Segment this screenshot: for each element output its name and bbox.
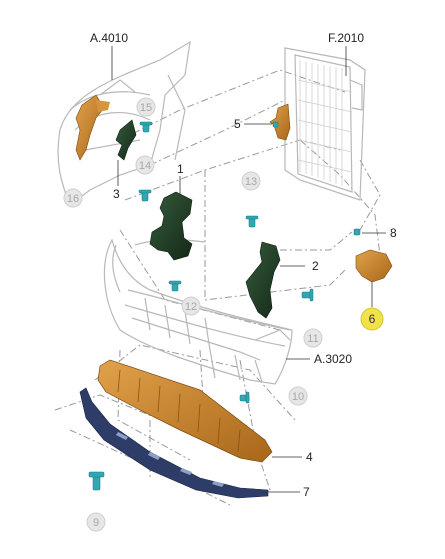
callout-4-label[interactable]: 4 xyxy=(306,450,313,464)
ref-radiator-label[interactable]: F.2010 xyxy=(328,31,364,45)
fastener-8-icon[interactable] xyxy=(353,228,361,236)
fastener-11-icon[interactable] xyxy=(301,288,314,302)
radiator-outline xyxy=(284,47,366,201)
callout-13[interactable]: 13 xyxy=(241,171,261,191)
callout-15-label: 15 xyxy=(140,102,152,114)
callout-11[interactable]: 11 xyxy=(303,328,323,348)
part-3-arch-liner[interactable] xyxy=(115,119,137,161)
callout-10-label: 10 xyxy=(292,391,304,403)
callout-5-label[interactable]: 5 xyxy=(234,117,241,131)
fastener-callouts: 15 14 16 13 12 11 10 9 xyxy=(63,97,384,532)
bumper-outline xyxy=(103,238,293,385)
leader-lines xyxy=(111,46,386,493)
ref-bumper-label[interactable]: A.3020 xyxy=(314,352,352,366)
callout-13-label: 13 xyxy=(245,176,257,188)
fastener-9-icon[interactable] xyxy=(88,471,105,491)
part-7-lower-spoiler[interactable] xyxy=(79,387,269,499)
part-2-air-deflector[interactable] xyxy=(245,241,281,319)
fastener-5-pin-icon[interactable] xyxy=(272,121,279,128)
part-callouts: 1 2 3 4 5 7 8 xyxy=(113,117,397,499)
callout-16-label: 16 xyxy=(67,193,79,205)
callout-14-label: 14 xyxy=(139,160,151,172)
part-4-lower-absorber[interactable] xyxy=(97,359,273,463)
fastener-10-icon[interactable] xyxy=(239,391,250,404)
callout-10[interactable]: 10 xyxy=(288,386,308,406)
fastener-13-icon[interactable] xyxy=(245,215,259,228)
fastener-12-icon[interactable] xyxy=(168,280,182,292)
part-7-slots xyxy=(116,432,224,487)
callout-15[interactable]: 15 xyxy=(136,97,156,117)
fastener-15-icon[interactable] xyxy=(139,121,153,133)
part-5-radiator-bracket[interactable] xyxy=(269,103,291,141)
callout-7-label[interactable]: 7 xyxy=(303,485,310,499)
part-1-air-deflector[interactable] xyxy=(149,191,193,261)
callout-6-label: 6 xyxy=(369,312,376,326)
callout-6-highlighted[interactable]: 6 xyxy=(360,307,384,331)
callout-9-label: 9 xyxy=(93,517,99,529)
callout-3-label[interactable]: 3 xyxy=(113,187,120,201)
callout-11-label: 11 xyxy=(307,333,318,345)
callout-12-label: 12 xyxy=(185,301,197,313)
fasteners xyxy=(88,121,361,491)
part-4-ribs xyxy=(117,369,241,453)
reference-labels: A.4010 F.2010 A.3020 xyxy=(90,31,364,366)
callout-2-label[interactable]: 2 xyxy=(312,259,319,273)
callout-8-label[interactable]: 8 xyxy=(390,226,397,240)
part-16-fender-bracket-flange xyxy=(96,100,110,112)
part-6-side-bracket[interactable] xyxy=(355,249,393,283)
callout-12[interactable]: 12 xyxy=(181,296,201,316)
fastener-14-icon[interactable] xyxy=(138,189,152,202)
callout-14[interactable]: 14 xyxy=(135,155,155,175)
callout-9[interactable]: 9 xyxy=(86,512,106,532)
ref-fender-label[interactable]: A.4010 xyxy=(90,31,128,45)
callout-1-label[interactable]: 1 xyxy=(177,162,184,176)
callout-16[interactable]: 16 xyxy=(63,188,83,208)
